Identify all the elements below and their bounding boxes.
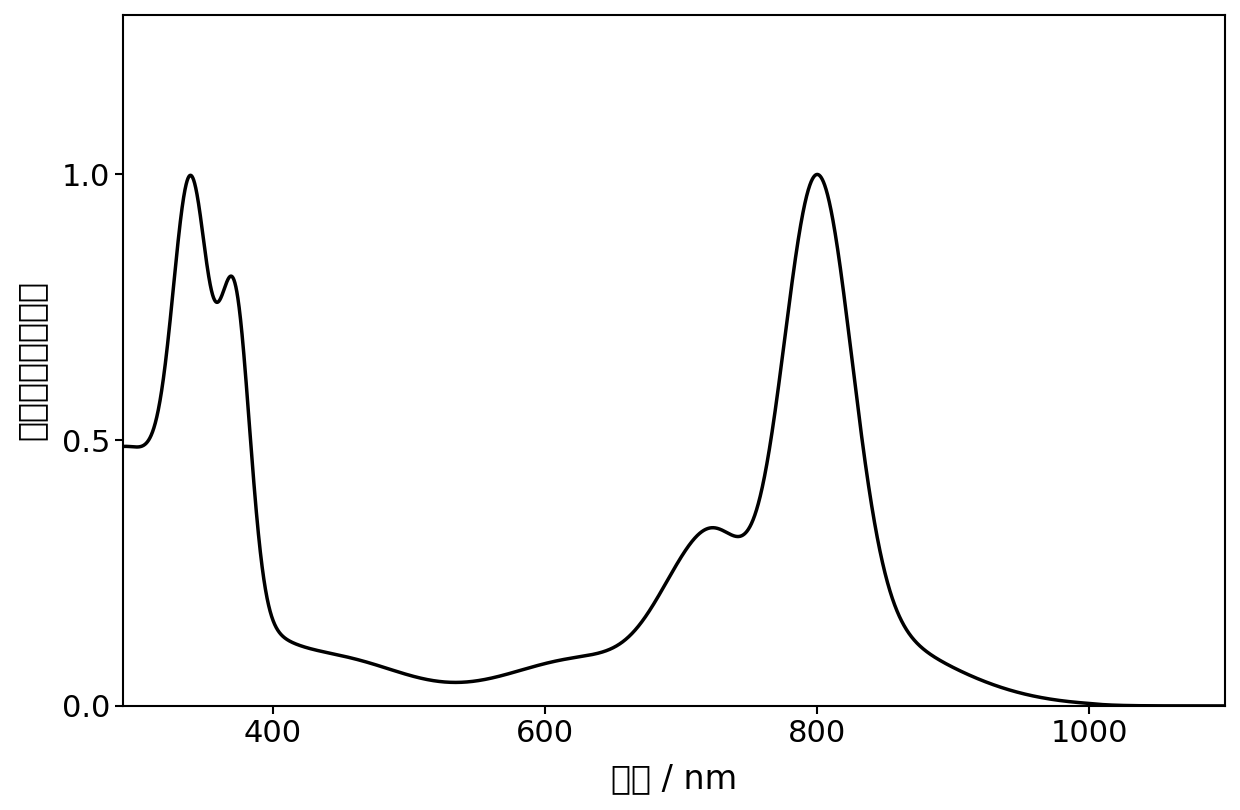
Y-axis label: 吸光度（归一化）: 吸光度（归一化）: [15, 280, 48, 441]
X-axis label: 波长 / nm: 波长 / nm: [611, 762, 738, 795]
